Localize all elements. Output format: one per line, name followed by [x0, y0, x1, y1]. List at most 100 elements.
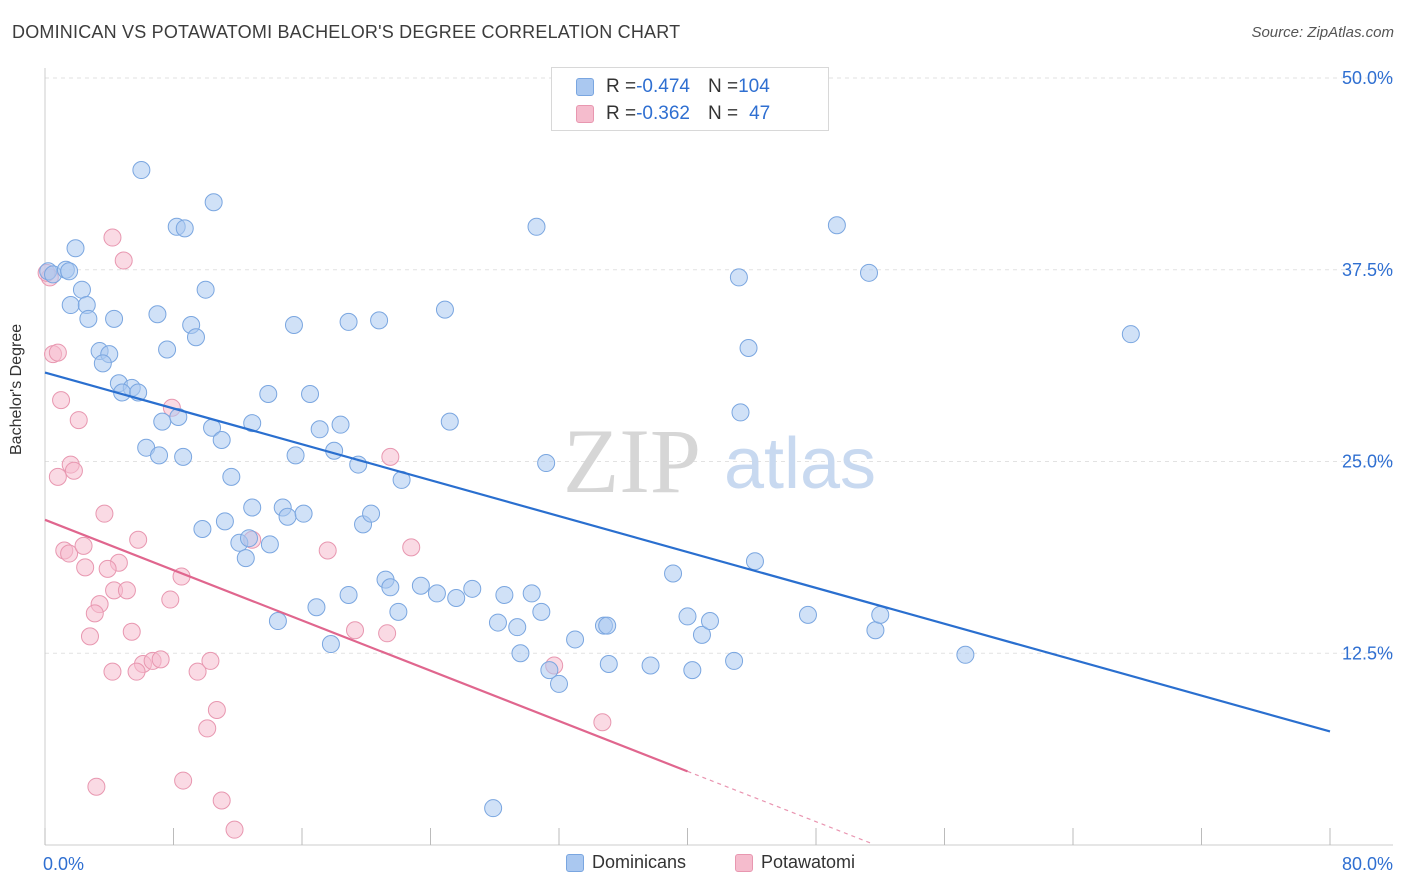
potawatomi-point [87, 777, 106, 796]
legend-swatch-blue [576, 78, 594, 96]
dominican-point [362, 504, 381, 523]
x-tick-label: 0.0% [43, 854, 84, 874]
watermark-atlas: atlas [724, 424, 876, 504]
dominican-point [381, 578, 400, 597]
dominican-point [294, 504, 313, 523]
potawatomi-point [74, 536, 93, 555]
dominican-point [731, 403, 750, 422]
legend-label-potawatomi: Potawatomi [761, 852, 856, 872]
dominican-point [1121, 325, 1140, 344]
potawatomi-point [151, 650, 170, 669]
dominican-point [193, 519, 212, 538]
dominican-point [284, 315, 303, 334]
dominican-point [61, 296, 80, 315]
y-tick-label: 12.5% [1342, 643, 1393, 663]
dominican-point [243, 498, 262, 517]
potawatomi-point [80, 627, 99, 646]
potawatomi-point [48, 343, 67, 362]
dominican-point [484, 799, 503, 818]
y-tick-label: 50.0% [1342, 68, 1393, 88]
dominican-point [508, 618, 527, 637]
dominican-point [60, 262, 79, 281]
dominican-point [495, 585, 514, 604]
dominican-point [370, 311, 389, 330]
dominican-point [260, 535, 279, 554]
dominican-point [511, 644, 530, 663]
potawatomi-point [174, 771, 193, 790]
potawatomi-trend-line [44, 518, 688, 773]
legend-n-label: N = [707, 76, 739, 97]
legend-swatch-blue [566, 853, 584, 872]
dominican-point [153, 412, 172, 431]
potawatomi-point [103, 228, 122, 247]
legend-swatch-pink [576, 105, 594, 123]
dominican-point [239, 529, 258, 548]
stats-legend: R = -0.474 N = 104 R = -0.362 N = 47 [551, 67, 829, 131]
dominican-point [550, 674, 568, 693]
dominican-point [598, 616, 617, 635]
potawatomi-point [207, 701, 226, 720]
legend-r-label: R = [606, 103, 637, 124]
dominican-point [729, 268, 748, 287]
potawatomi-point [114, 251, 133, 270]
legend-r-value: -0.362 [636, 103, 690, 124]
potawatomi-point [85, 604, 104, 623]
trend-lines [44, 371, 1331, 845]
dominican-point [286, 446, 305, 465]
dominican-point [739, 338, 758, 357]
bottom-legend-potawatomi: Potawatomi [735, 852, 855, 873]
dominican-point [321, 635, 340, 654]
potawatomi-point [129, 530, 148, 549]
potawatomi-point [95, 504, 114, 523]
potawatomi-point [127, 662, 146, 681]
potawatomi-point [122, 622, 141, 641]
dominican-point [222, 467, 241, 486]
legend-n-value: 104 [738, 76, 770, 97]
dominican-point [435, 300, 454, 319]
potawatomi-point [593, 713, 612, 732]
dominican-point [683, 661, 702, 680]
dominican-point [827, 216, 846, 235]
dominican-point [871, 605, 890, 624]
dominican-point [243, 414, 262, 433]
legend-swatch-pink [735, 853, 753, 872]
legend-label-dominicans: Dominicans [592, 852, 687, 872]
potawatomi-point [346, 621, 365, 640]
dominican-point [105, 309, 124, 328]
dominican-point [427, 584, 446, 603]
dominican-point [641, 656, 660, 675]
dominican-point [463, 579, 482, 598]
potawatomi-point [161, 590, 180, 609]
dominican-point [148, 305, 167, 324]
dominican-point [599, 654, 618, 673]
legend-row-potawatomi: R = -0.362 N = 47 [576, 102, 770, 126]
x-tick-label: 80.0% [1342, 854, 1393, 874]
source-label: Source: ZipAtlas.com [1251, 24, 1394, 41]
bottom-legend-dominicans: Dominicans [566, 852, 686, 873]
dominican-point [339, 585, 358, 604]
dominican-point [79, 309, 98, 328]
legend-r-label: R = [606, 76, 637, 97]
dominican-point [186, 328, 205, 347]
tick-labels: 12.5% 25.0% 37.5% 50.0% 0.0% 80.0% [43, 68, 1393, 874]
dominican-point [540, 661, 559, 680]
dominican-point [488, 613, 507, 632]
dominican-point [169, 408, 188, 427]
potawatomi-point [69, 411, 88, 430]
potawatomi-point [201, 651, 220, 670]
potawatomi-point [103, 662, 122, 681]
potawatomi-point [225, 820, 244, 839]
legend-row-dominicans: R = -0.474 N = 104 [576, 75, 770, 99]
dominican-point [956, 645, 975, 664]
potawatomi-point [318, 541, 337, 560]
dominican-point [700, 612, 719, 631]
dominican-point [532, 602, 551, 621]
dominican-point [725, 651, 744, 670]
dominican-point [440, 412, 459, 431]
potawatomi-point [64, 461, 83, 480]
axes [44, 68, 1393, 846]
dominican-point [692, 625, 711, 644]
watermark: ZIP atlas [563, 410, 876, 512]
potawatomi-point [48, 467, 67, 486]
